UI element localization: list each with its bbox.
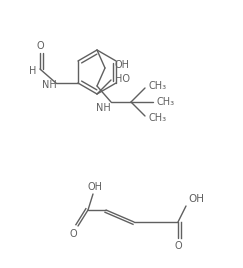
Text: O: O <box>36 41 44 51</box>
Text: NH: NH <box>96 103 110 113</box>
Text: O: O <box>69 229 77 239</box>
Text: OH: OH <box>114 60 130 70</box>
Text: CH₃: CH₃ <box>149 81 167 91</box>
Text: O: O <box>174 241 182 251</box>
Text: CH₃: CH₃ <box>157 97 175 107</box>
Text: NH: NH <box>42 80 56 90</box>
Text: HO: HO <box>114 74 130 84</box>
Text: OH: OH <box>87 182 103 192</box>
Text: OH: OH <box>188 194 204 204</box>
Text: CH₃: CH₃ <box>149 113 167 123</box>
Text: H: H <box>29 66 37 76</box>
